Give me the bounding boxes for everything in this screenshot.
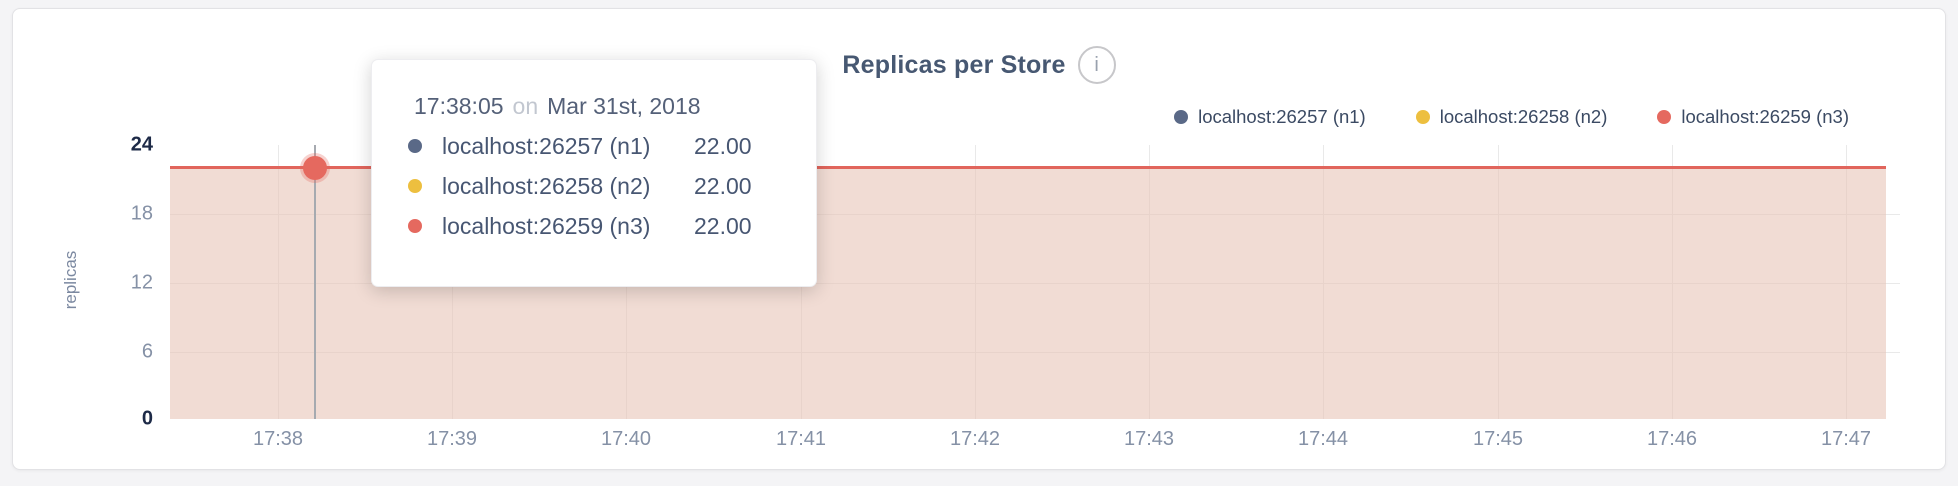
x-tick: 17:46 (1646, 428, 1698, 450)
y-tick-24: 24 (130, 133, 153, 156)
x-tick: 17:42 (949, 428, 1001, 450)
x-tick: 17:43 (1123, 428, 1175, 450)
tooltip-series-label: localhost:26258 (n2) (442, 173, 651, 199)
chart-title: Replicas per Store (842, 50, 1066, 79)
series-dot-icon (408, 139, 422, 153)
tooltip-row: localhost:26259 (n3) 22.00 (408, 212, 816, 240)
series-dot-icon (408, 179, 422, 193)
tooltip-connector: on (512, 93, 539, 119)
tooltip-time: 17:38:05 (414, 93, 504, 119)
info-icon[interactable]: i (1077, 46, 1116, 84)
legend-item-n1[interactable]: localhost:26257 (n1) (1174, 106, 1366, 128)
legend-label: localhost:26259 (n3) (1681, 106, 1849, 127)
x-tick: 17:40 (600, 428, 652, 450)
legend-label: localhost:26258 (n2) (1439, 106, 1608, 127)
y-tick-6: 6 (141, 340, 153, 363)
tooltip-series-label: localhost:26257 (n1) (442, 133, 651, 159)
tooltip-series-value: 22.00 (694, 133, 752, 159)
x-tick: 17:45 (1472, 428, 1524, 450)
legend-item-n3[interactable]: localhost:26259 (n3) (1657, 106, 1849, 128)
chart-legend: localhost:26257 (n1) localhost:26258 (n2… (1174, 104, 1849, 130)
tooltip-timestamp: 17:38:05 on Mar 31st, 2018 (414, 92, 816, 120)
legend-dot-icon (1657, 110, 1672, 124)
x-tick: 17:38 (252, 428, 304, 450)
tooltip-date: Mar 31st, 2018 (547, 93, 701, 119)
tooltip-row: localhost:26257 (n1) 22.00 (408, 132, 816, 160)
x-tick: 17:39 (426, 428, 478, 450)
hover-guideline (314, 145, 316, 419)
chart-header: Replicas per Store i (13, 45, 1945, 85)
hover-point-marker[interactable] (303, 156, 327, 180)
legend-label: localhost:26257 (n1) (1198, 106, 1366, 127)
tooltip-series-value: 22.00 (694, 173, 752, 199)
legend-dot-icon (1174, 110, 1189, 124)
chart-card: Replicas per Store i localhost:26257 (n1… (12, 8, 1946, 470)
hover-tooltip: 17:38:05 on Mar 31st, 2018 localhost:262… (371, 59, 817, 287)
series-dot-icon (408, 219, 422, 233)
x-tick: 17:44 (1297, 428, 1349, 450)
series-line (170, 166, 1886, 169)
y-tick-12: 12 (130, 271, 153, 294)
y-tick-18: 18 (130, 202, 153, 225)
x-tick: 17:41 (775, 428, 827, 450)
legend-dot-icon (1415, 110, 1430, 124)
tooltip-series-value: 22.00 (694, 213, 752, 239)
tooltip-series-label: localhost:26259 (n3) (442, 213, 651, 239)
y-tick-0: 0 (141, 407, 153, 430)
legend-item-n2[interactable]: localhost:26258 (n2) (1415, 106, 1608, 128)
x-tick: 17:47 (1820, 428, 1872, 450)
tooltip-row: localhost:26258 (n2) 22.00 (408, 172, 816, 200)
